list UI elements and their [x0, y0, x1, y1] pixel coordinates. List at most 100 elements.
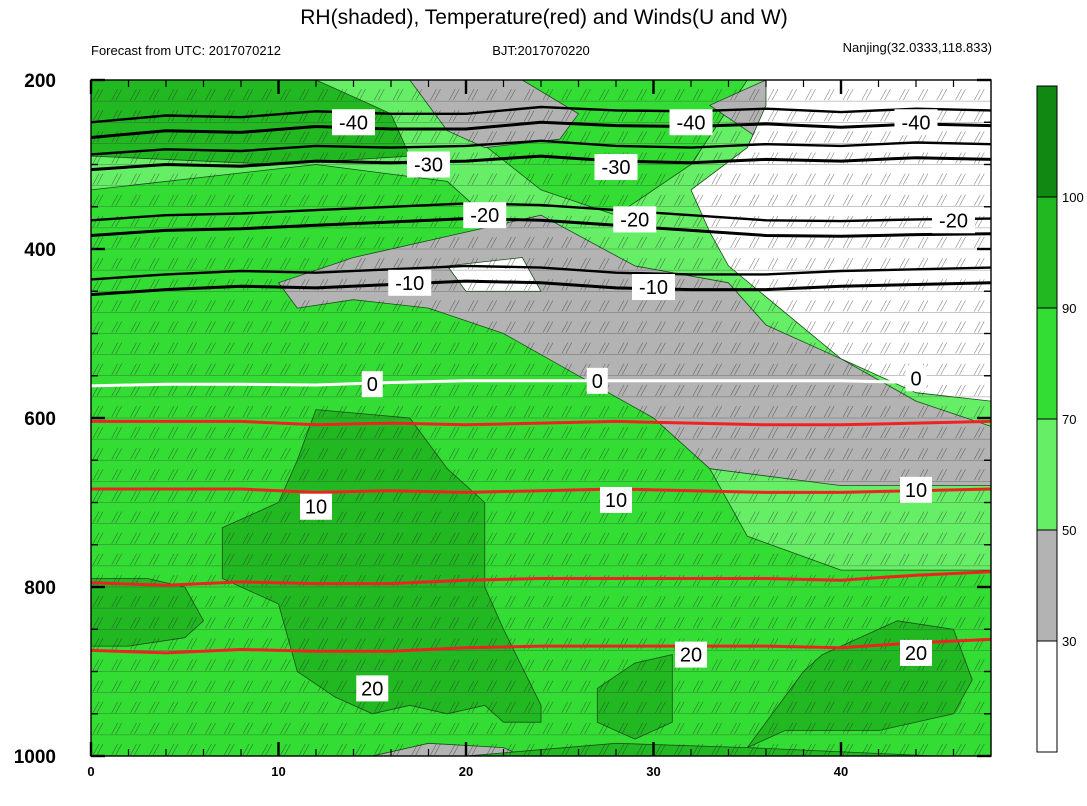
wind-barb: [340, 532, 348, 544]
wind-barb: [598, 722, 606, 735]
wind-barb: [603, 68, 609, 79]
wind-barb: [246, 194, 254, 206]
wind-barb: [284, 659, 291, 671]
wind-barb: [752, 595, 760, 608]
wind-barb: [115, 469, 123, 481]
wind-barb: [598, 701, 606, 713]
wind-barb: [340, 194, 348, 206]
wind-barb: [396, 553, 404, 566]
wind-barb: [452, 722, 460, 735]
wind-barb: [936, 532, 944, 544]
wind-barb: [861, 173, 869, 185]
wind-barb: [940, 321, 948, 333]
wind-barb: [527, 405, 535, 418]
wind-barb: [434, 300, 441, 312]
wind-barb: [824, 68, 830, 79]
wind-barb: [673, 300, 681, 312]
wind-barb: [467, 595, 475, 608]
wind-barb: [730, 88, 737, 101]
wind-barb: [359, 701, 366, 713]
wind-barb: [692, 553, 700, 566]
wind-barb: [355, 722, 362, 735]
wind-barb: [302, 363, 310, 375]
wind-barb: [561, 384, 569, 397]
wind-barb: [561, 110, 569, 122]
wind-barb: [565, 384, 573, 397]
wind-barb: [584, 405, 591, 418]
wind-barb: [955, 722, 962, 735]
wind-barb: [940, 659, 948, 671]
wind-barb: [542, 448, 550, 460]
wind-barb: [527, 553, 535, 566]
wind-barb: [190, 405, 198, 418]
wind-barb: [341, 68, 347, 79]
wind-barb: [997, 110, 1003, 121]
wind-barb: [265, 553, 273, 566]
wind-barb: [748, 405, 756, 418]
wind-barb: [748, 659, 756, 671]
wind-barb: [880, 131, 887, 143]
wind-barb: [377, 321, 385, 333]
wind-barb: [171, 152, 179, 164]
wind-barb: [734, 511, 741, 523]
wind-barb: [115, 279, 123, 291]
wind-barb: [186, 448, 194, 460]
wind-barb: [115, 173, 123, 185]
wind-barb: [730, 173, 737, 185]
wind-barb: [977, 511, 985, 523]
wind-barb: [865, 511, 873, 523]
wind-barb: [227, 384, 235, 397]
wind-barb: [134, 448, 141, 460]
wind-barb: [640, 532, 648, 544]
wind-barb: [711, 405, 719, 418]
wind-barb: [209, 595, 216, 608]
wind-barb: [415, 659, 423, 671]
wind-barb: [715, 680, 723, 692]
wind-barb: [340, 384, 348, 397]
wind-barb: [317, 701, 325, 713]
wind-barb: [677, 384, 685, 397]
wind-barb: [227, 321, 235, 333]
wind-barb: [936, 88, 944, 101]
wind-barb: [655, 701, 662, 713]
wind-barb: [734, 321, 741, 333]
wind-barb: [677, 680, 685, 692]
wind-barb: [242, 405, 250, 418]
wind-barb: [227, 638, 235, 650]
wind-barb: [261, 574, 269, 587]
wind-barb: [823, 511, 831, 523]
wind-barb: [771, 405, 779, 418]
wind-barb: [936, 595, 944, 608]
wind-barb: [711, 680, 719, 692]
wind-barb: [997, 385, 1003, 396]
wind-barb: [448, 236, 456, 249]
wind-barb: [842, 426, 850, 439]
wind-barb: [602, 701, 610, 713]
wind-barb: [111, 236, 119, 249]
wind-barb: [505, 363, 512, 375]
wind-barb: [921, 680, 929, 692]
wind-barb: [973, 701, 981, 713]
wind-barb: [993, 216, 999, 227]
wind-barb: [771, 595, 779, 608]
wind-barb: [298, 680, 306, 692]
wind-barb: [827, 595, 835, 608]
wind-barb: [696, 426, 704, 439]
wind-barb: [715, 553, 723, 566]
isotherm-label-box: [900, 639, 932, 666]
wind-barb: [396, 511, 404, 523]
wind-barb: [940, 490, 948, 502]
wind-barb: [377, 722, 385, 735]
wind-barb: [861, 300, 869, 312]
wind-barb: [336, 638, 344, 650]
wind-barb: [748, 342, 756, 354]
wind-barb: [96, 405, 104, 418]
wind-barb: [580, 574, 587, 587]
wind-barb: [430, 743, 437, 756]
wind-barb: [640, 680, 648, 692]
wind-barb: [448, 511, 456, 523]
wind-barb: [448, 532, 456, 544]
wind-barb: [148, 194, 156, 206]
wind-barb: [898, 300, 906, 312]
isotherm-label: -20: [620, 209, 649, 231]
